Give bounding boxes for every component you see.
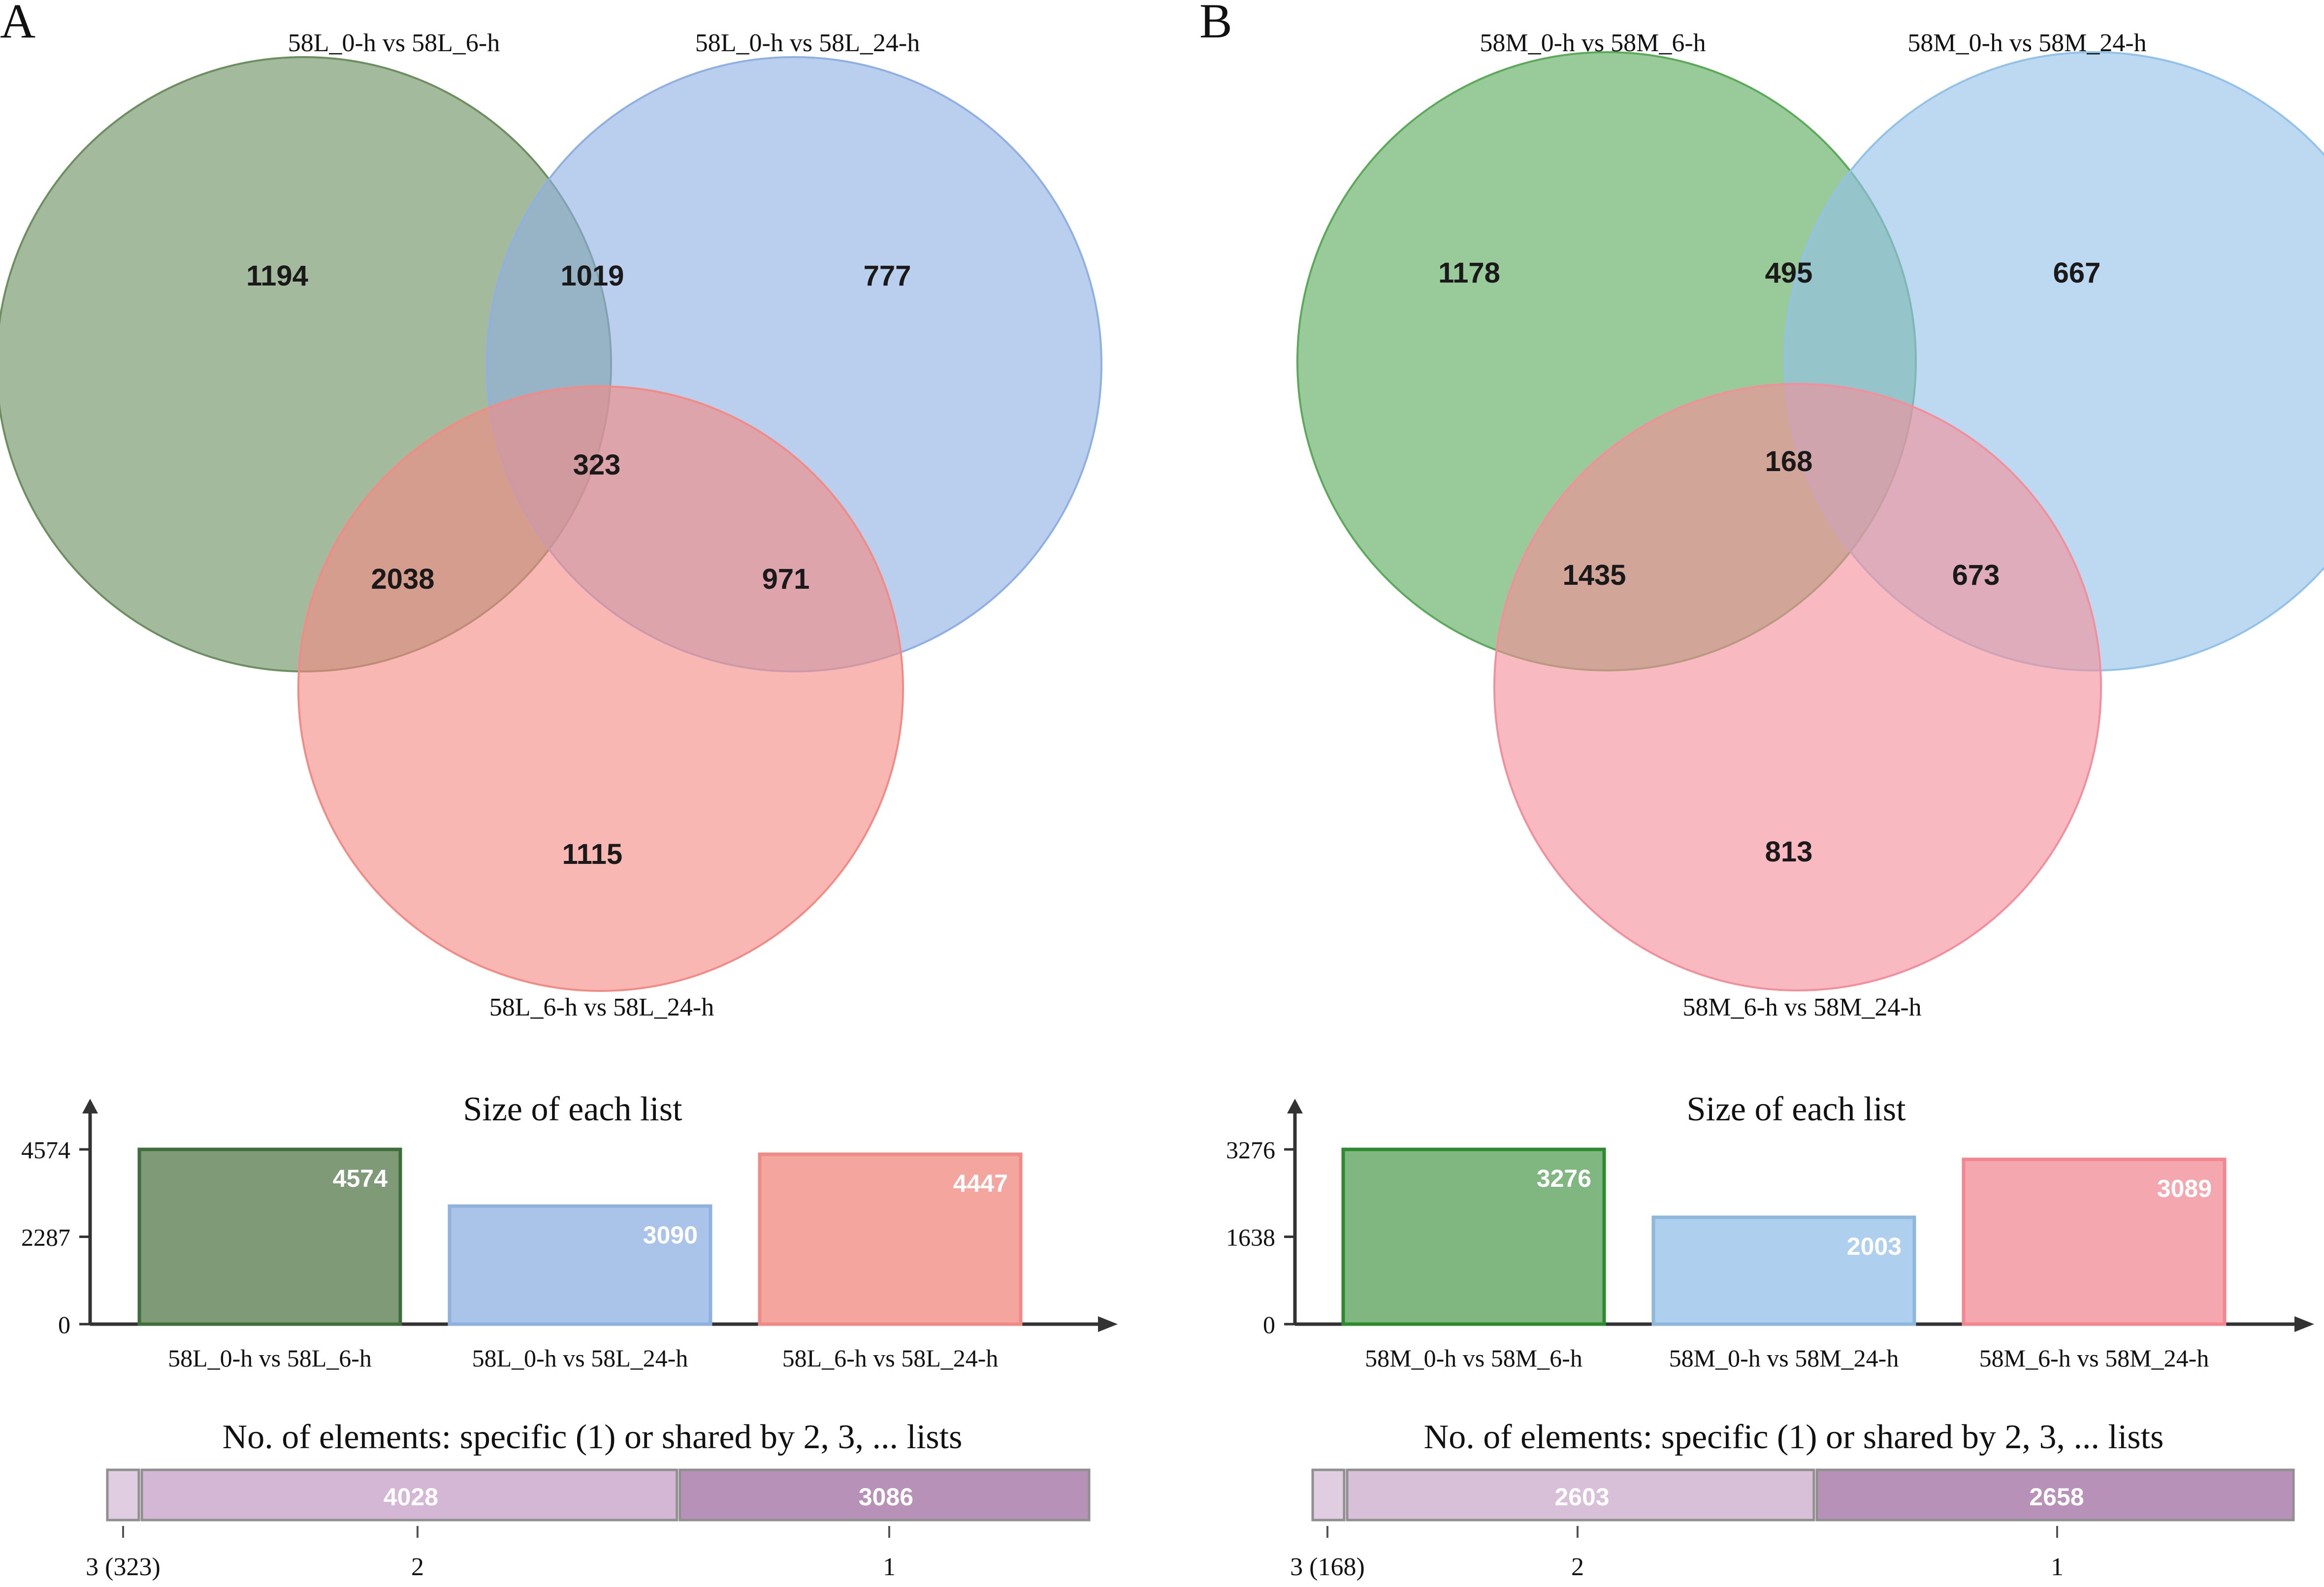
shared-chart-title: No. of elements: specific (1) or shared … xyxy=(223,1418,963,1456)
venn-region-1-2-3: 323 xyxy=(573,449,621,481)
shared-segment-label: 2603 xyxy=(1554,1483,1609,1511)
size-bar-category: 58L_6-h vs 58L_24-h xyxy=(782,1344,999,1372)
y-axis-arrow xyxy=(82,1099,98,1113)
venn-region-1-3: 1435 xyxy=(1562,559,1626,591)
venn-region-only-3: 813 xyxy=(1765,836,1813,868)
size-bar-label: 2003 xyxy=(1847,1233,1902,1260)
shared-segment-label: 3086 xyxy=(859,1483,913,1511)
size-bar-category: 58M_0-h vs 58M_24-h xyxy=(1669,1344,1899,1372)
y-tick-label: 1638 xyxy=(1226,1224,1275,1251)
venn-region-only-1: 1178 xyxy=(1438,257,1500,289)
venn-region-only-1: 1194 xyxy=(246,260,308,292)
size-bar xyxy=(758,1152,1023,1326)
shared-tick-label: 3 (168) xyxy=(1290,1553,1365,1581)
shared-bar-chart: No. of elements: specific (1) or shared … xyxy=(1290,1418,2295,1581)
size-bar-category: 58M_6-h vs 58M_24-h xyxy=(1979,1344,2209,1372)
venn-region-1-3: 2038 xyxy=(371,563,434,595)
shared-tick-label: 3 (323) xyxy=(86,1553,161,1581)
size-bar-chart: Size of each list 0 1638 3276 3276 58M_0-h vs… xyxy=(1226,1090,2314,1372)
venn-region-1-2: 495 xyxy=(1765,257,1813,289)
shared-segment xyxy=(1815,1468,2295,1522)
shared-segment xyxy=(678,1468,1091,1522)
size-bar xyxy=(137,1147,402,1326)
size-bar-label: 3089 xyxy=(2157,1174,2212,1202)
shared-bar-chart: No. of elements: specific (1) or shared … xyxy=(86,1418,1091,1581)
shared-tick-label: 1 xyxy=(883,1553,896,1581)
size-bar xyxy=(448,1204,712,1326)
size-bar-label: 4574 xyxy=(333,1165,387,1192)
venn-set-label-2: 58M_0-h vs 58M_24-h xyxy=(1907,29,2146,57)
venn-circle-3 xyxy=(1493,383,2102,991)
venn-region-2-3: 971 xyxy=(762,563,810,595)
size-bar xyxy=(1651,1215,1916,1326)
size-bar-label: 3090 xyxy=(643,1221,698,1249)
venn-diagram: 58M_0-h vs 58M_6-h 58M_0-h vs 58M_24-h 58M… xyxy=(1296,29,2324,1021)
size-bar-category: 58M_0-h vs 58M_6-h xyxy=(1365,1344,1582,1372)
venn-set-label-1: 58M_0-h vs 58M_6-h xyxy=(1480,29,1706,57)
venn-circle-3 xyxy=(297,385,904,992)
venn-region-1-2-3: 168 xyxy=(1765,445,1813,477)
venn-region-1-2: 1019 xyxy=(560,260,624,292)
venn-set-label-1: 58L_0-h vs 58L_6-h xyxy=(288,29,500,57)
y-tick-label: 0 xyxy=(1263,1311,1275,1338)
x-axis-arrow xyxy=(1098,1316,1118,1332)
shared-tick-label: 2 xyxy=(411,1553,424,1581)
venn-set-label-3: 58L_6-h vs 58L_24-h xyxy=(489,993,714,1021)
venn-region-only-2: 667 xyxy=(2053,257,2101,289)
size-bar-label: 3276 xyxy=(1537,1165,1591,1192)
shared-segment xyxy=(1346,1468,1815,1522)
shared-segment-label: 4028 xyxy=(384,1483,438,1511)
y-tick-label: 0 xyxy=(58,1311,70,1338)
shared-segment xyxy=(140,1468,678,1522)
size-bar-label: 4447 xyxy=(953,1170,1008,1197)
shared-chart-title: No. of elements: specific (1) or shared … xyxy=(1424,1418,2164,1456)
panel-letter: B xyxy=(1199,0,1232,48)
y-tick-label: 4574 xyxy=(21,1136,70,1164)
shared-segment xyxy=(1311,1468,1346,1522)
y-tick-label: 2287 xyxy=(21,1224,70,1251)
y-tick-label: 3276 xyxy=(1226,1136,1275,1164)
y-axis-arrow xyxy=(1287,1099,1303,1113)
venn-region-2-3: 673 xyxy=(1952,559,2000,591)
size-bar-category: 58L_0-h vs 58L_6-h xyxy=(168,1344,372,1372)
size-bar xyxy=(1962,1157,2227,1326)
venn-set-label-2: 58L_0-h vs 58L_24-h xyxy=(695,29,920,57)
size-bar xyxy=(1341,1147,1606,1326)
size-chart-title: Size of each list xyxy=(1686,1090,1906,1128)
size-bar-category: 58L_0-h vs 58L_24-h xyxy=(472,1344,688,1372)
shared-tick-label: 2 xyxy=(1571,1553,1584,1581)
venn-set-label-3: 58M_6-h vs 58M_24-h xyxy=(1682,993,1921,1021)
panel-b: B 58M_0-h vs 58M_6-h 58M_0-h vs 58M_24-h58… xyxy=(1199,0,2324,1581)
size-chart-title: Size of each list xyxy=(463,1090,682,1128)
size-bar-chart: Size of each list 0 2287 4574 4574 58L_0-h vs… xyxy=(21,1090,1118,1372)
x-axis-arrow xyxy=(2294,1316,2314,1332)
shared-segment-label: 2658 xyxy=(2029,1483,2084,1511)
venn-diagram: 58L_0-h vs 58L_6-h 58L_0-h vs 58L_24-h 58L… xyxy=(0,29,1102,1021)
panel-a: A 58L_0-h vs 58L_6-h 58L_0-h vs 58L_24-h58… xyxy=(0,0,1118,1581)
shared-tick-label: 1 xyxy=(2051,1553,2064,1581)
venn-region-only-2: 777 xyxy=(864,260,911,292)
panel-letter: A xyxy=(0,0,35,48)
shared-segment xyxy=(106,1468,140,1522)
venn-region-only-3: 1115 xyxy=(562,838,623,870)
